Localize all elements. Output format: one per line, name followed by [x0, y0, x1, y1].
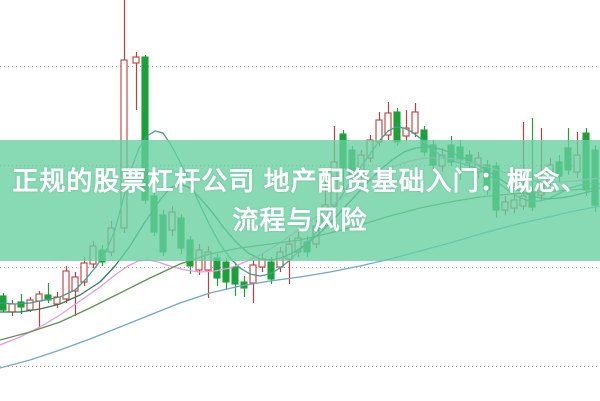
banner-title-line1: 正规的股票杠杆公司 地产配资基础入门：概念、 — [12, 165, 588, 196]
candle — [411, 103, 419, 137]
candle — [71, 272, 79, 316]
candle — [222, 258, 230, 290]
candle — [240, 276, 248, 297]
candle — [384, 102, 392, 140]
candle — [62, 266, 70, 303]
banner-title-line2: 流程与风险 — [232, 204, 368, 235]
candle — [267, 257, 275, 284]
candle — [8, 300, 16, 316]
candle — [249, 260, 257, 303]
title-banner-overlay: 正规的股票杠杆公司 地产配资基础入门：概念、 流程与风险 — [0, 140, 600, 261]
candle — [132, 52, 140, 110]
candle — [231, 263, 239, 296]
candle — [402, 110, 410, 141]
